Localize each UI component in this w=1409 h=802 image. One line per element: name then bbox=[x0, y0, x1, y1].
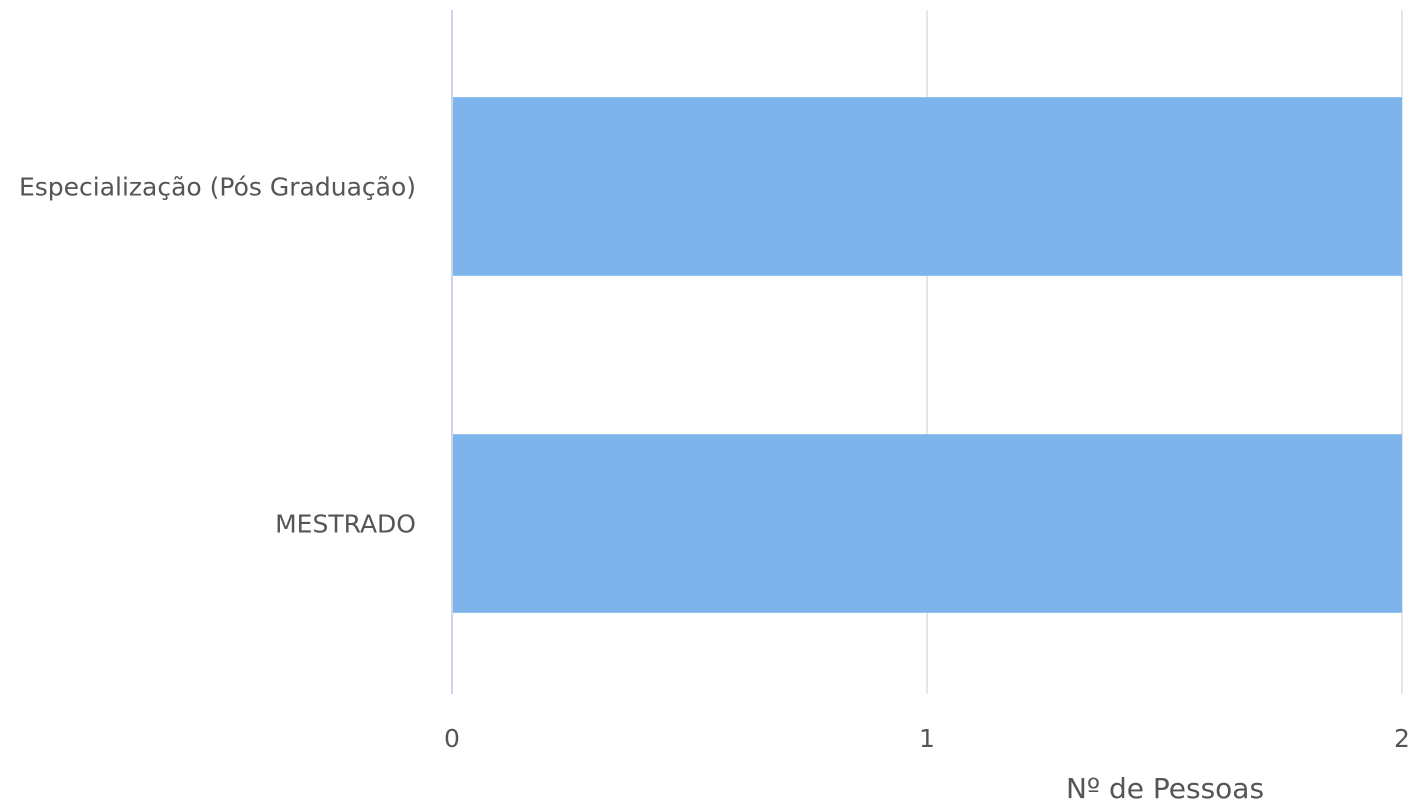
labels: 0 1 2 Especialização (Pós Graduação) MESTRAD… bbox=[19, 173, 1409, 754]
x-tick-label-2: 2 bbox=[1394, 724, 1409, 753]
x-axis-title: Nº de Pessoas bbox=[1066, 772, 1264, 802]
bars bbox=[452, 97, 1402, 613]
bar-0 bbox=[452, 97, 1402, 276]
category-label-1: MESTRADO bbox=[275, 510, 416, 539]
category-label-0: Especialização (Pós Graduação) bbox=[19, 173, 416, 202]
bar-1 bbox=[452, 434, 1402, 613]
x-tick-label-0: 0 bbox=[444, 724, 460, 753]
x-tick-label-1: 1 bbox=[919, 724, 935, 753]
